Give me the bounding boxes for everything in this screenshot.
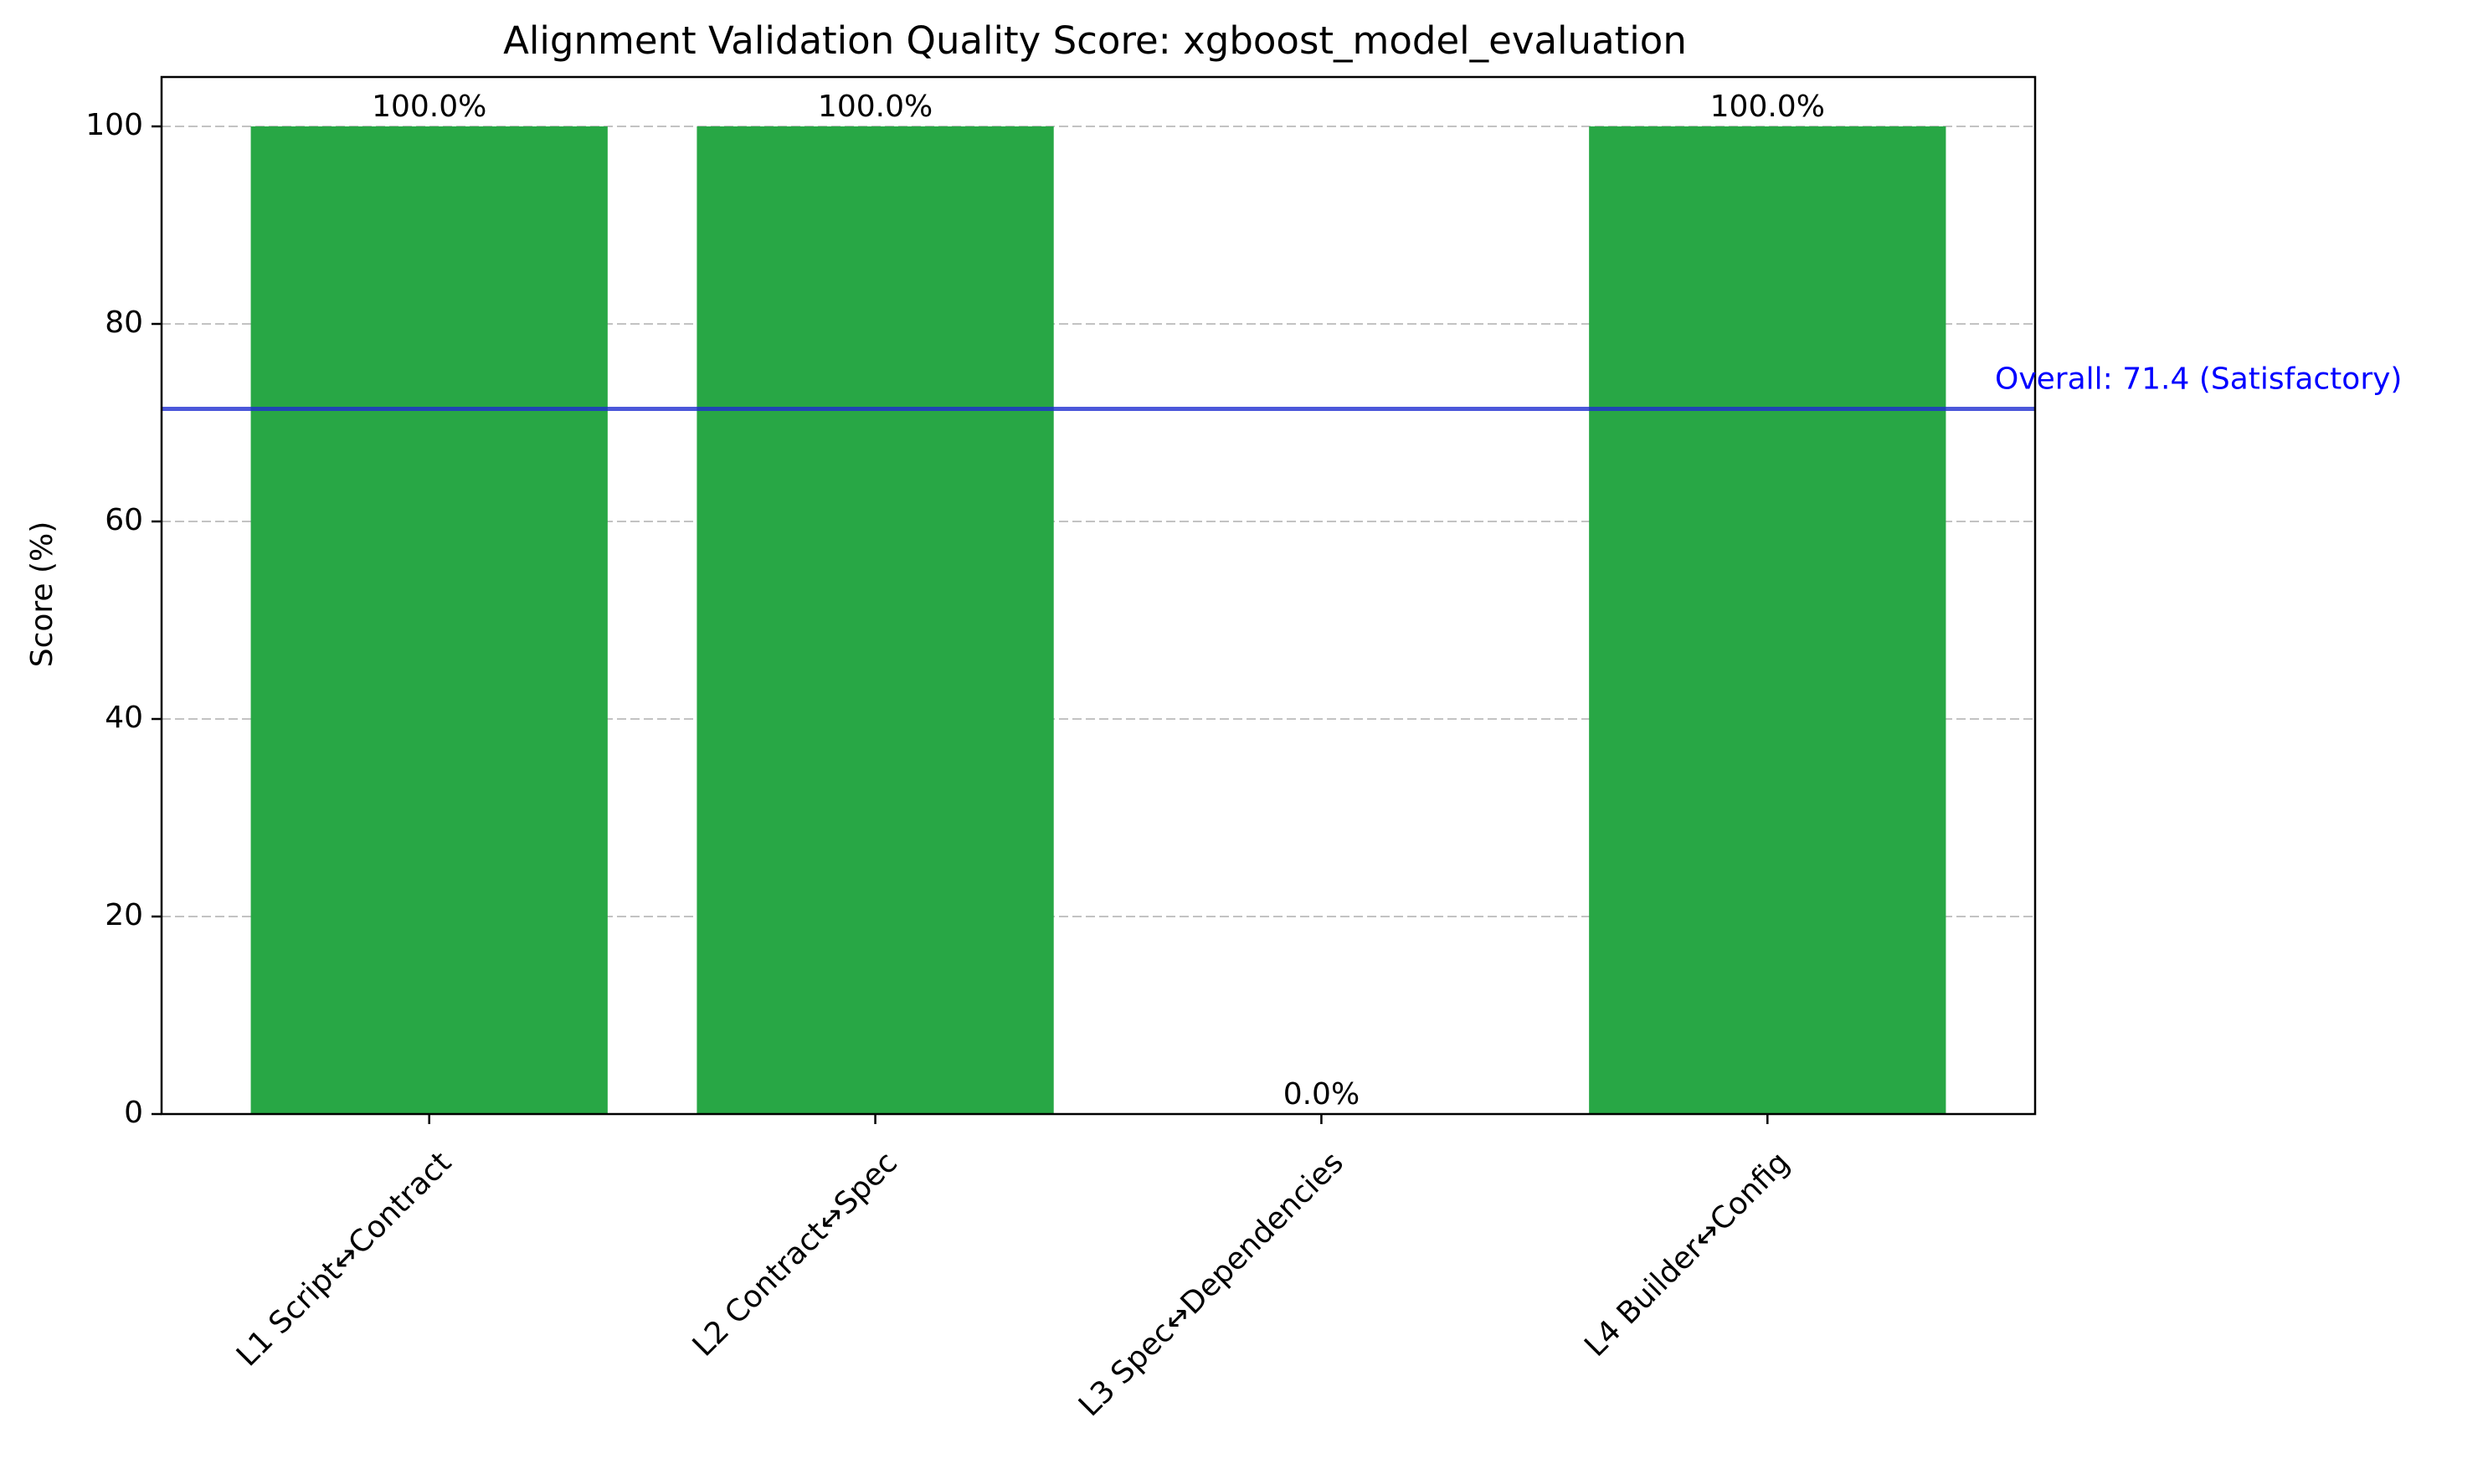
axes-layer: [152, 75, 2037, 1124]
x-tick-label: L2 Contract↔Spec: [686, 1145, 904, 1363]
bar-value-label: 0.0%: [1283, 1077, 1360, 1112]
y-axis-label: Score (%): [25, 521, 59, 668]
overall-reference-label: Overall: 71.4 (Satisfactory): [1995, 362, 2402, 396]
x-tick-label: L1 Script↔Contract: [230, 1145, 458, 1373]
x-tick-label: L3 Spec↔Dependencies: [1072, 1145, 1350, 1423]
bar: [1589, 126, 1946, 1114]
bars-layer: [250, 126, 1946, 1114]
y-tick-label: 0: [124, 1096, 143, 1130]
x-tick-label: L4 Builder↔Config: [1578, 1145, 1797, 1363]
bar-value-label: 100.0%: [1710, 90, 1825, 124]
y-tick-label: 40: [105, 701, 143, 735]
y-tick-label: 20: [105, 898, 143, 932]
chart-title: Alignment Validation Quality Score: xgbo…: [503, 18, 1687, 63]
plot-frame: [160, 75, 2037, 1116]
y-tick-label: 100: [85, 108, 143, 142]
bar-value-label: 100.0%: [818, 90, 933, 124]
bar: [697, 126, 1054, 1114]
y-tick-label: 60: [105, 503, 143, 537]
y-tick-label: 80: [105, 306, 143, 340]
bar: [250, 126, 608, 1114]
bar-value-label: 100.0%: [372, 90, 486, 124]
